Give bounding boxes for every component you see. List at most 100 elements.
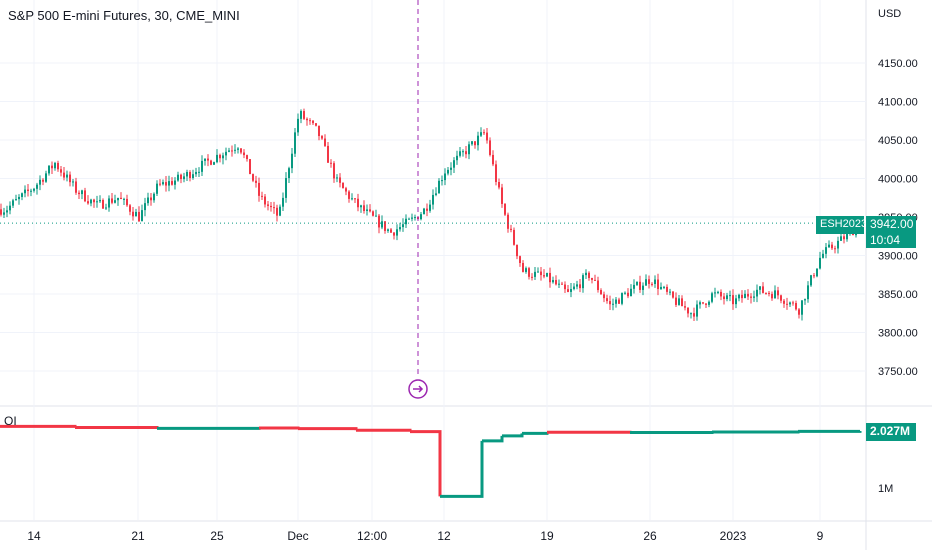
candle-body <box>0 209 2 214</box>
candle-body <box>519 256 521 263</box>
candle-body <box>687 308 689 314</box>
candle-body <box>702 302 704 303</box>
candle-body <box>804 299 806 300</box>
candle-body <box>24 190 26 194</box>
candle-body <box>105 208 107 209</box>
candle-body <box>279 207 281 216</box>
oi-line-group <box>0 426 860 496</box>
candle-body <box>819 258 821 269</box>
candle-body <box>360 205 362 207</box>
currency-label[interactable]: USD <box>878 8 901 20</box>
candle-body <box>573 287 575 289</box>
candle-body <box>102 200 104 209</box>
candle-body <box>405 219 407 224</box>
candle-body <box>219 155 221 158</box>
candle-body <box>540 272 542 276</box>
candle-body <box>684 306 686 308</box>
x-tick-label: 12:00 <box>357 529 387 543</box>
candle-body <box>843 236 845 239</box>
candle-body <box>777 290 779 295</box>
candle-body <box>606 298 608 301</box>
candle-body <box>558 284 560 285</box>
candle-body <box>615 300 617 304</box>
candle-body <box>114 200 116 203</box>
candle-body <box>588 273 590 278</box>
candle-body <box>198 172 200 173</box>
candle-body <box>744 294 746 298</box>
candle-body <box>9 206 11 211</box>
candle-body <box>333 163 335 178</box>
oi-indicator-label[interactable]: OI <box>4 414 17 428</box>
bar-countdown-badge: 10:04 <box>866 232 916 248</box>
candle-body <box>471 141 473 144</box>
candle-body <box>129 205 131 211</box>
candle-body <box>747 294 749 297</box>
candle-body <box>312 121 314 123</box>
candle-body <box>576 284 578 286</box>
candle-body <box>207 159 209 161</box>
candle-body <box>90 200 92 204</box>
candle-body <box>717 292 719 293</box>
candle-body <box>477 136 479 146</box>
x-tick-label: 21 <box>131 529 145 543</box>
candle-body <box>267 204 269 205</box>
candle-body <box>723 296 725 299</box>
candle-body <box>429 205 431 211</box>
candle-body <box>786 304 788 305</box>
symbol-price-badge: ESH2023 <box>816 216 864 234</box>
candle-body <box>690 313 692 314</box>
candle-body <box>321 136 323 139</box>
candle-body <box>483 132 485 133</box>
candle-body <box>303 111 305 119</box>
candle-body <box>51 166 53 169</box>
candle-body <box>495 164 497 182</box>
candle-body <box>531 277 533 278</box>
candle-body <box>315 123 317 126</box>
candle-body <box>831 245 833 249</box>
candle-body <box>318 126 320 136</box>
candle-body <box>666 287 668 292</box>
candle-body <box>168 181 170 185</box>
candle-body <box>750 297 752 298</box>
candle-body <box>438 181 440 194</box>
candle-body <box>12 200 14 205</box>
candle-body <box>675 298 677 305</box>
candle-body <box>282 198 284 207</box>
candle-body <box>324 139 326 146</box>
candle-body <box>636 282 638 285</box>
x-tick-label: 25 <box>210 529 224 543</box>
oi-value-badge: 2.027M <box>866 423 916 441</box>
candle-body <box>210 161 212 165</box>
candle-body <box>327 146 329 163</box>
candle-body <box>810 275 812 285</box>
candle-body <box>465 151 467 154</box>
candle-body <box>408 219 410 220</box>
candle-body <box>525 268 527 272</box>
oi-step-segment <box>410 432 440 497</box>
candle-body <box>123 199 125 200</box>
candle-body <box>420 214 422 219</box>
candle-body <box>243 153 245 156</box>
candle-body <box>441 180 443 181</box>
candle-body <box>624 293 626 294</box>
candle-body <box>297 119 299 133</box>
candles-group <box>0 0 866 398</box>
candle-body <box>480 132 482 135</box>
candle-body <box>762 286 764 293</box>
candle-body <box>642 286 644 290</box>
candle-body <box>822 254 824 258</box>
candle-body <box>96 201 98 202</box>
candle-body <box>597 281 599 291</box>
candle-body <box>300 111 302 119</box>
candle-body <box>825 247 827 254</box>
x-tick-label: 9 <box>817 529 824 543</box>
candle-body <box>126 199 128 205</box>
candle-body <box>72 181 74 182</box>
candle-body <box>48 166 50 174</box>
oi-step-segment <box>298 429 356 431</box>
chart-title[interactable]: S&P 500 E-mini Futures, 30, CME_MINI <box>8 8 240 23</box>
oi-step-segment <box>356 430 410 431</box>
candle-body <box>396 229 398 235</box>
candle-body <box>543 275 545 276</box>
